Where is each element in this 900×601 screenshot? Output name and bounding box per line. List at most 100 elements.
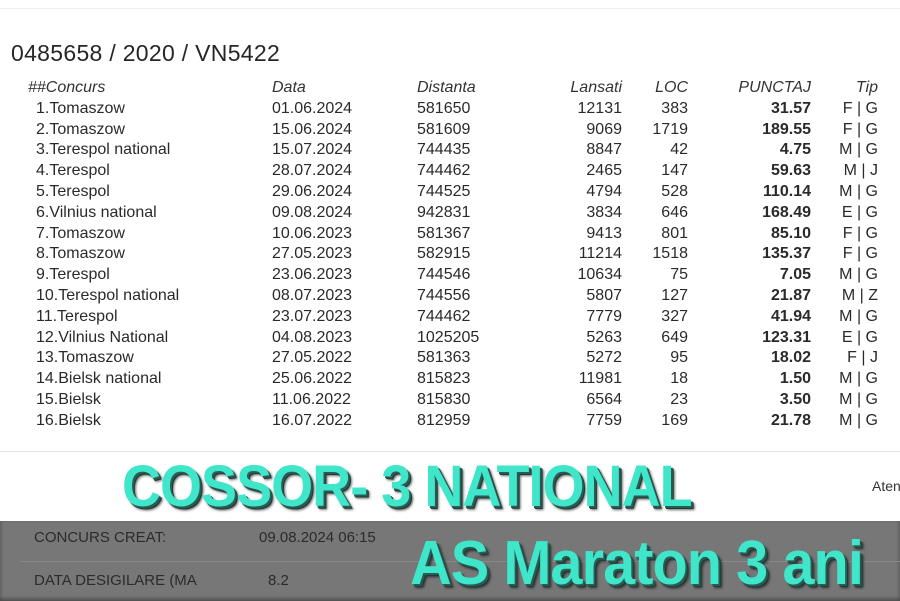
created-value: 09.08.2024 06:15 bbox=[259, 529, 376, 546]
cell-distanta: 812959 bbox=[417, 411, 471, 429]
table-row: 4.Terespol 28.07.2024 744462 2465 147 59.63 M … bbox=[28, 161, 878, 182]
cell-punctaj: 110.14 bbox=[762, 182, 811, 200]
cell-distanta: 1025205 bbox=[417, 328, 480, 346]
cell-text: 2.Tomaszow bbox=[36, 120, 125, 138]
cell-data: 09.08.2024 bbox=[272, 203, 353, 221]
cell-loc: 127 bbox=[661, 286, 688, 304]
cell-punctaj: 21.78 bbox=[770, 411, 811, 429]
cell-loc: 1518 bbox=[652, 245, 688, 263]
cell-concurs: 12.Vilnius National bbox=[28, 328, 272, 349]
cell-distanta: 581609 bbox=[417, 120, 471, 138]
cell-text: 7.Tomaszow bbox=[36, 224, 125, 242]
cell-loc: 1719 bbox=[652, 120, 688, 138]
cell-punctaj: 85.10 bbox=[770, 224, 811, 242]
table-row: 8.Tomaszow 27.05.2023 582915 11214 1518 135.3… bbox=[28, 244, 878, 265]
cell-distanta: 815830 bbox=[417, 390, 471, 408]
cell-concurs: 16.Bielsk bbox=[28, 411, 272, 432]
cell-loc: 327 bbox=[661, 307, 688, 325]
table-row: 15.Bielsk 11.06.2022 815830 6564 23 3.50 M | G bbox=[28, 390, 878, 411]
cell-distanta: 942831 bbox=[417, 203, 471, 221]
table-row: 11.Terespol 23.07.2023 744462 7779 327 41.94 M… bbox=[28, 307, 878, 328]
cell-punctaj: 41.94 bbox=[770, 307, 811, 325]
cell-punctaj: 1.50 bbox=[779, 370, 811, 388]
cell-concurs: 14.Bielsk national bbox=[28, 369, 272, 390]
cell-data: 23.07.2023 bbox=[272, 307, 353, 325]
created-label: CONCURS CREAT: bbox=[34, 529, 167, 546]
cell-data: 27.05.2022 bbox=[272, 349, 353, 367]
col-distanta: Distanta bbox=[417, 79, 476, 96]
cell-distanta: 581367 bbox=[417, 224, 471, 242]
table-row: 10.Terespol national 08.07.2023 744556 5807… bbox=[28, 286, 878, 307]
table-header: ##Concurs Data Distanta Lansati LOC PUNC… bbox=[28, 78, 878, 99]
cell-data: 16.07.2022 bbox=[272, 411, 353, 429]
cell-tip: M | J bbox=[843, 162, 878, 180]
cell-distanta: 744525 bbox=[417, 182, 471, 200]
cell-lansati: 3834 bbox=[586, 203, 622, 221]
cell-concurs: 9.Terespol bbox=[28, 265, 272, 286]
cell-punctaj: 7.05 bbox=[779, 266, 811, 284]
cell-text: 5.Terespol bbox=[36, 182, 110, 200]
cell-loc: 801 bbox=[661, 224, 688, 242]
cell-lansati: 5263 bbox=[586, 328, 622, 346]
cell-punctaj: 168.49 bbox=[762, 203, 811, 221]
col-concurs: ##Concurs bbox=[28, 79, 106, 96]
cell-punctaj: 123.31 bbox=[762, 328, 811, 346]
cell-text: 3.Terespol national bbox=[36, 141, 171, 159]
cell-tip: M | Z bbox=[841, 286, 878, 304]
cell-text: 16.Bielsk bbox=[36, 411, 101, 429]
cell-concurs: 10.Terespol national bbox=[28, 286, 272, 307]
cell-lansati: 5807 bbox=[586, 286, 622, 304]
table-row: 6.Vilnius national 09.08.2024 942831 3834 64… bbox=[28, 203, 878, 224]
cell-concurs: 6.Vilnius national bbox=[28, 203, 272, 224]
unseal-label: DATA DESIGILARE (MA bbox=[34, 572, 197, 589]
cell-concurs: 3.Terespol national bbox=[28, 140, 272, 161]
cell-tip: F | J bbox=[847, 349, 878, 367]
table-row: 16.Bielsk 16.07.2022 812959 7759 169 21.78 M |… bbox=[28, 411, 878, 432]
cell-punctaj: 18.02 bbox=[770, 349, 811, 367]
overlay-subtitle: AS Maraton 3 ani bbox=[410, 529, 864, 598]
cell-tip: M | G bbox=[839, 307, 878, 325]
cell-data: 27.05.2023 bbox=[272, 245, 353, 263]
unseal-value: 8.2 bbox=[268, 572, 289, 589]
cell-concurs: 1.Tomaszow bbox=[28, 99, 272, 120]
cell-data: 08.07.2023 bbox=[272, 286, 353, 304]
table-row: 9.Terespol 23.06.2023 744546 10634 75 7.05 M |… bbox=[28, 265, 878, 286]
cell-punctaj: 4.75 bbox=[779, 141, 811, 159]
cell-tip: M | G bbox=[839, 182, 878, 200]
cell-loc: 18 bbox=[670, 370, 688, 388]
cell-concurs: 13.Tomaszow bbox=[28, 348, 272, 369]
col-loc: LOC bbox=[655, 79, 688, 96]
cell-punctaj: 3.50 bbox=[779, 390, 811, 408]
cell-lansati: 8847 bbox=[586, 141, 622, 159]
table-row: 2.Tomaszow 15.06.2024 581609 9069 1719 189.55… bbox=[28, 120, 878, 141]
cell-concurs: 11.Terespol bbox=[28, 307, 272, 328]
details-divider bbox=[20, 561, 900, 562]
results-table: ##Concurs Data Distanta Lansati LOC PUNC… bbox=[28, 78, 878, 432]
cell-lansati: 2465 bbox=[586, 162, 622, 180]
cell-text: 14.Bielsk national bbox=[36, 370, 162, 388]
cell-text: 13.Tomaszow bbox=[36, 349, 134, 367]
cell-distanta: 581650 bbox=[417, 99, 471, 117]
cell-lansati: 7759 bbox=[586, 411, 622, 429]
cell-concurs: 15.Bielsk bbox=[28, 390, 272, 411]
cell-tip: F | G bbox=[842, 245, 878, 263]
cell-lansati: 5272 bbox=[586, 349, 622, 367]
cell-tip: M | G bbox=[839, 390, 878, 408]
cell-lansati: 11214 bbox=[578, 245, 622, 263]
cell-loc: 169 bbox=[661, 411, 688, 429]
cell-distanta: 582915 bbox=[417, 245, 471, 263]
cell-text: 4.Terespol bbox=[36, 162, 110, 180]
cell-concurs: 5.Terespol bbox=[28, 182, 272, 203]
cell-punctaj: 189.55 bbox=[762, 120, 811, 138]
cell-loc: 646 bbox=[661, 203, 688, 221]
cell-data: 28.07.2024 bbox=[272, 162, 353, 180]
cell-data: 25.06.2022 bbox=[272, 370, 353, 388]
cell-data: 04.08.2023 bbox=[272, 328, 353, 346]
table-row: 3.Terespol national 15.07.2024 744435 8847 4… bbox=[28, 140, 878, 161]
cell-loc: 23 bbox=[670, 390, 688, 408]
cell-distanta: 744556 bbox=[417, 286, 471, 304]
cell-distanta: 744546 bbox=[417, 266, 471, 284]
side-text: Aten bbox=[872, 478, 900, 494]
cell-loc: 528 bbox=[661, 182, 688, 200]
cell-loc: 649 bbox=[661, 328, 688, 346]
